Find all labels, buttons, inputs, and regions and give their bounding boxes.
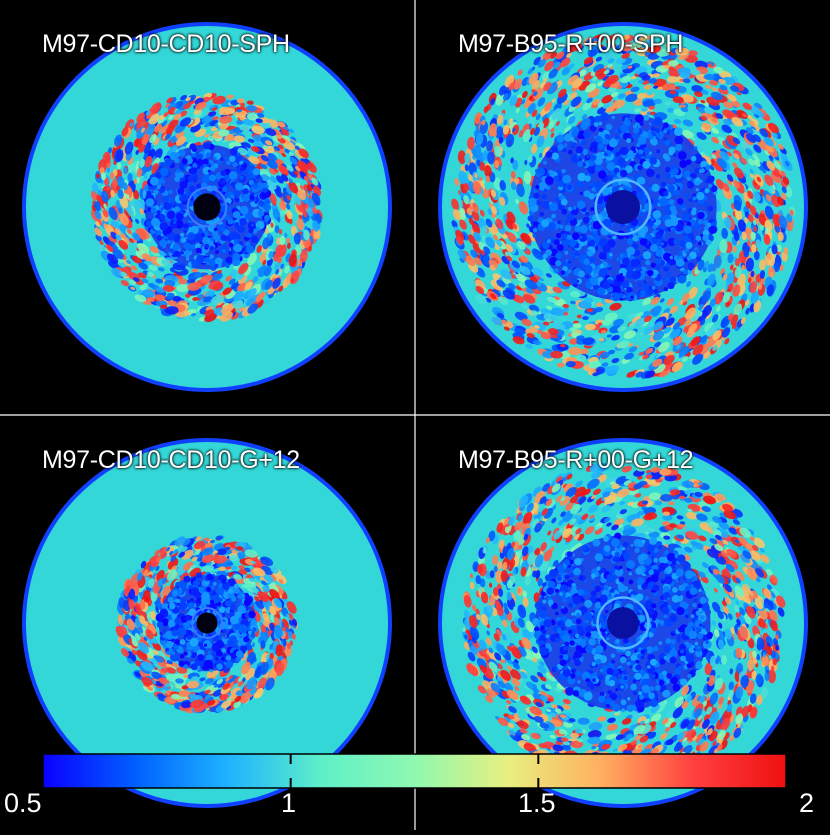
- density-disk: [22, 22, 392, 392]
- colorbar-tick-label-1-5: 1.5: [518, 788, 556, 819]
- density-disk: [438, 22, 808, 392]
- panel-title-top-left: M97-CD10-CD10-SPH: [42, 30, 290, 59]
- density-disk: [22, 438, 392, 808]
- central-cavity: [193, 193, 220, 220]
- central-core: [606, 190, 640, 224]
- panel-title-bottom-left: M97-CD10-CD10-G+12: [42, 446, 300, 475]
- colorbar: [43, 754, 786, 788]
- density-disk: [438, 438, 808, 808]
- panel-title-bottom-right: M97-B95-R+00-G+12: [458, 446, 693, 475]
- colorbar-tick-label-max: 2: [799, 788, 814, 819]
- colorbar-tick-label-1: 1: [281, 788, 296, 819]
- colorbar-tick-label-min: 0.5: [4, 788, 42, 819]
- central-cavity: [196, 612, 217, 633]
- colorbar-gradient: [43, 754, 786, 788]
- central-core: [607, 607, 639, 639]
- panel-title-top-right: M97-B95-R+00-SPH: [458, 30, 683, 59]
